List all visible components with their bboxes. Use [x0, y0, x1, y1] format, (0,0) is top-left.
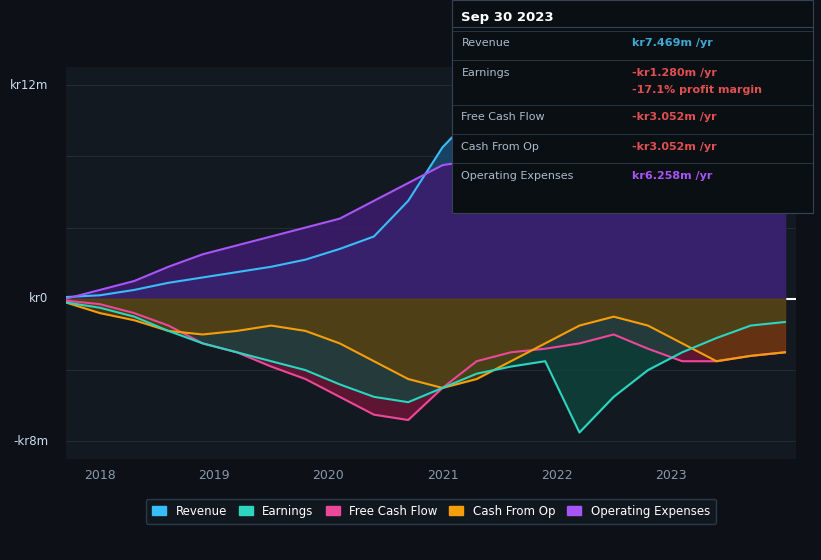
Text: Operating Expenses: Operating Expenses — [461, 171, 574, 181]
Text: -kr8m: -kr8m — [13, 435, 48, 448]
Text: kr12m: kr12m — [10, 78, 48, 91]
Text: Sep 30 2023: Sep 30 2023 — [461, 11, 554, 24]
Text: Earnings: Earnings — [461, 68, 510, 78]
Text: kr7.469m /yr: kr7.469m /yr — [632, 39, 713, 49]
Text: kr6.258m /yr: kr6.258m /yr — [632, 171, 713, 181]
Text: Cash From Op: Cash From Op — [461, 142, 539, 152]
Text: -kr3.052m /yr: -kr3.052m /yr — [632, 113, 717, 123]
Text: -kr1.280m /yr: -kr1.280m /yr — [632, 68, 717, 78]
Text: Revenue: Revenue — [461, 39, 510, 49]
Legend: Revenue, Earnings, Free Cash Flow, Cash From Op, Operating Expenses: Revenue, Earnings, Free Cash Flow, Cash … — [146, 499, 716, 524]
Text: Free Cash Flow: Free Cash Flow — [461, 113, 545, 123]
Text: -kr3.052m /yr: -kr3.052m /yr — [632, 142, 717, 152]
Text: kr0: kr0 — [30, 292, 48, 305]
Text: -17.1% profit margin: -17.1% profit margin — [632, 85, 762, 95]
